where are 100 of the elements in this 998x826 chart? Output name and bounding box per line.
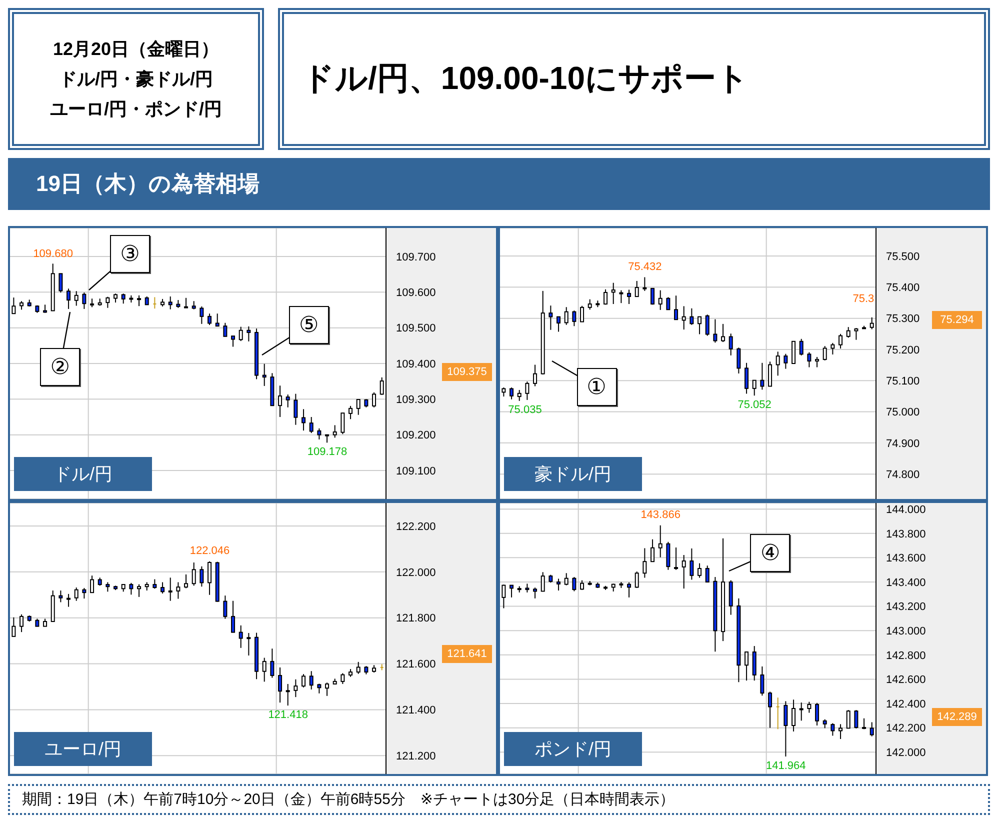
candlestick xyxy=(799,338,804,356)
candlestick xyxy=(799,702,804,722)
candlestick xyxy=(82,587,86,600)
candlestick xyxy=(698,316,702,335)
candlestick xyxy=(278,666,282,704)
candlestick xyxy=(807,352,812,368)
candlestick xyxy=(768,691,772,728)
annotation: ② xyxy=(40,348,80,386)
candlestick xyxy=(752,646,756,682)
candlestick xyxy=(82,292,86,310)
candlestick xyxy=(690,308,694,326)
candlestick xyxy=(137,294,142,307)
candlestick xyxy=(830,342,835,355)
candlestick xyxy=(564,306,568,326)
candlestick xyxy=(246,632,251,656)
candlestick xyxy=(642,276,647,292)
candlestick xyxy=(713,318,718,344)
y-tick-label: 109.700 xyxy=(396,251,436,264)
candlestick xyxy=(192,562,196,586)
candlestick xyxy=(807,701,812,714)
candlestick xyxy=(168,296,172,310)
annotation: 75.3 xyxy=(852,293,874,306)
candlestick xyxy=(650,538,655,562)
candlestick xyxy=(356,661,360,674)
annotation: 122.046 xyxy=(188,545,231,558)
candlestick xyxy=(200,566,204,588)
candlestick xyxy=(822,346,827,361)
candlestick xyxy=(642,548,647,578)
candlestick xyxy=(698,562,702,578)
candlestick xyxy=(728,333,733,356)
candlestick xyxy=(792,699,796,732)
candlestick xyxy=(752,380,756,396)
candlestick xyxy=(356,398,360,416)
candlestick xyxy=(768,361,772,387)
candlestick xyxy=(634,571,639,588)
candlestick xyxy=(658,524,662,558)
text: 142.289 xyxy=(932,708,982,726)
candlestick xyxy=(348,405,353,420)
candlestick xyxy=(66,593,71,608)
candlestick xyxy=(12,616,16,637)
candlestick xyxy=(90,575,94,594)
panel-label: ドル/円 xyxy=(14,457,152,491)
callout: ① xyxy=(552,360,616,406)
candlestick xyxy=(231,600,236,633)
candlestick xyxy=(619,290,624,304)
candlestick xyxy=(674,546,678,570)
candlestick xyxy=(317,428,322,440)
annotation: 143.866 xyxy=(640,509,682,522)
candlestick xyxy=(121,293,126,304)
candlestick xyxy=(556,578,561,591)
candlestick xyxy=(502,584,506,609)
annotation: 75.052 xyxy=(736,398,772,411)
candlestick xyxy=(152,578,157,590)
candlestick xyxy=(200,306,204,324)
candlestick xyxy=(74,290,78,306)
text: ドル/円、109.00-10にサポート xyxy=(278,8,990,150)
candlestick xyxy=(317,683,322,694)
candlestick xyxy=(580,305,584,322)
y-tick-label: 143.000 xyxy=(886,626,926,638)
candlestick xyxy=(838,333,843,350)
candlestick xyxy=(666,541,670,570)
y-tick-label: 74.800 xyxy=(886,468,920,481)
annotation: 141.964 xyxy=(765,760,807,772)
annotation: 121.418 xyxy=(267,708,309,721)
text: 12月20日（金曜日） xyxy=(52,38,220,61)
candlestick xyxy=(309,670,314,690)
candlestick xyxy=(540,572,545,592)
y-tick-label: 143.800 xyxy=(886,528,926,540)
candlestick xyxy=(262,363,266,386)
candlestick xyxy=(74,587,78,602)
candlestick xyxy=(627,289,632,305)
candlestick xyxy=(238,326,243,342)
candlestick xyxy=(340,672,345,684)
candlestick xyxy=(325,682,330,696)
callout: ④ xyxy=(729,534,790,572)
callout: ③ xyxy=(88,235,150,290)
candlestick xyxy=(721,323,726,343)
y-tick-label: 144.000 xyxy=(886,504,926,516)
candlestick xyxy=(12,297,16,314)
candlestick xyxy=(854,327,858,340)
candlestick xyxy=(502,386,506,398)
candlestick xyxy=(510,584,514,598)
y-tick-label: 143.400 xyxy=(886,576,926,589)
candlestick xyxy=(580,580,584,590)
candlestick xyxy=(784,700,788,757)
candlestick xyxy=(309,416,314,434)
candlestick xyxy=(153,296,156,310)
y-tick-label: 121.200 xyxy=(396,750,436,763)
candlestick xyxy=(231,336,236,348)
candlestick xyxy=(604,288,608,306)
candlestick xyxy=(830,722,835,736)
annotation: ① xyxy=(576,368,616,406)
candlestick xyxy=(58,590,63,603)
candlestick xyxy=(106,296,110,308)
y-tick-label: 143.600 xyxy=(886,552,926,565)
text: 19日（木）の為替相場 xyxy=(8,158,990,210)
panel-label: 豪ドル/円 xyxy=(504,457,642,491)
candlestick xyxy=(517,389,522,402)
candlestick xyxy=(588,298,592,310)
candlestick xyxy=(838,724,843,740)
